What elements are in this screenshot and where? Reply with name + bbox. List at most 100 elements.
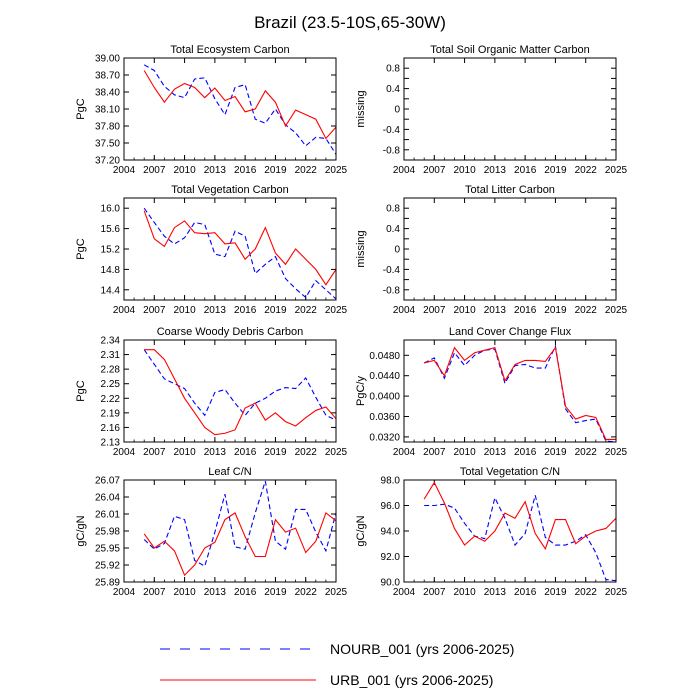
- panel-total-ecosystem-carbon: Total Ecosystem Carbon PgC 2004 2007 2010 201…: [75, 44, 348, 176]
- panel-title: Total Vegetation C/N: [460, 466, 560, 478]
- x-tick-label: 2010: [173, 165, 196, 176]
- plot-frame: [403, 57, 617, 161]
- panel-total-soil-organic-matter-carbon: Total Soil Organic Matter Carbon missing 2…: [355, 44, 628, 176]
- y-tick-label: 96.0: [381, 501, 401, 512]
- y-tick-label: 2.34: [101, 336, 121, 347]
- y-tick-label: 38.70: [95, 71, 120, 82]
- series-line-urb-001: [423, 481, 617, 551]
- panel-title: Coarse Woody Debris Carbon: [157, 326, 304, 338]
- plot-frame: [123, 339, 337, 443]
- x-tick-label: 2004: [393, 587, 416, 598]
- x-tick-label: 2022: [575, 305, 598, 316]
- series-line-urb-001: [144, 349, 337, 436]
- y-axis-label: missing: [355, 90, 367, 127]
- x-tick-label: 2025: [325, 165, 348, 176]
- y-tick-label: 15.2: [101, 245, 121, 256]
- y-tick-label: -0.8: [383, 145, 401, 156]
- x-tick-label: 2013: [204, 305, 227, 316]
- series-line-nourb-001: [143, 480, 337, 567]
- y-tick-label: -0.4: [383, 125, 401, 136]
- plot-frame: [123, 197, 337, 301]
- x-tick-label: 2019: [264, 305, 287, 316]
- x-tick-label: 2022: [295, 447, 318, 458]
- panel-total-litter-carbon: Total Litter Carbon missing 2004 2007 2010 20…: [355, 184, 628, 316]
- y-axis-label: PgC: [75, 380, 87, 401]
- x-tick-label: 2025: [325, 447, 348, 458]
- legend-label-nourb: NOURB_001 (yrs 2006-2025): [330, 641, 514, 657]
- y-tick-label: 37.50: [95, 139, 120, 150]
- x-tick-label: 2016: [514, 447, 537, 458]
- x-tick-label: 2019: [544, 305, 567, 316]
- y-tick-label: 2.25: [101, 379, 121, 390]
- x-tick-label: 2025: [325, 305, 348, 316]
- x-tick-label: 2022: [575, 165, 598, 176]
- y-tick-label: 0.0400: [369, 392, 400, 403]
- x-tick-label: 2025: [605, 165, 628, 176]
- y-tick-label: -0.8: [383, 285, 401, 296]
- y-tick-label: 0.4: [386, 84, 400, 95]
- x-tick-label: 2016: [514, 165, 537, 176]
- y-axis-label: PgC: [75, 238, 87, 259]
- y-tick-label: 2.31: [101, 350, 121, 361]
- series-line-nourb-001: [423, 344, 617, 443]
- panel-land-cover-change-flux: Land Cover Change Flux PgC/y 2004 2007 2010 2…: [355, 326, 628, 458]
- y-tick-label: 26.07: [95, 476, 120, 487]
- x-tick-label: 2004: [393, 447, 416, 458]
- x-tick-label: 2019: [544, 587, 567, 598]
- series-line-urb-001: [143, 70, 337, 140]
- x-tick-label: 2007: [423, 447, 446, 458]
- x-tick-label: 2016: [234, 165, 257, 176]
- y-axis-label: PgC/y: [355, 376, 367, 406]
- y-tick-label: 15.6: [101, 224, 121, 235]
- y-tick-label: 90.0: [381, 578, 401, 589]
- x-tick-label: 2013: [484, 165, 507, 176]
- y-tick-label: 2.22: [101, 394, 121, 405]
- x-tick-label: 2025: [605, 587, 628, 598]
- x-tick-label: 2022: [295, 165, 318, 176]
- x-tick-label: 2016: [234, 447, 257, 458]
- page-title: Brazil (23.5-10S,65-30W): [254, 13, 446, 32]
- x-tick-label: 2022: [575, 587, 598, 598]
- y-tick-label: 0.8: [386, 64, 400, 75]
- plot-frame: [403, 479, 617, 583]
- y-tick-label: 37.20: [95, 156, 120, 167]
- series-line-nourb-001: [143, 349, 337, 421]
- x-tick-label: 2010: [173, 587, 196, 598]
- x-tick-label: 2007: [423, 305, 446, 316]
- y-tick-label: 14.8: [101, 265, 121, 276]
- x-tick-label: 2025: [325, 587, 348, 598]
- x-tick-label: 2016: [234, 305, 257, 316]
- y-axis-label: missing: [355, 230, 367, 267]
- plot-frame: [123, 479, 337, 583]
- y-tick-label: 14.4: [101, 285, 121, 296]
- y-tick-label: 0: [394, 245, 400, 256]
- x-tick-label: 2010: [453, 305, 476, 316]
- x-tick-label: 2010: [453, 165, 476, 176]
- x-tick-label: 2019: [264, 165, 287, 176]
- y-tick-label: 94.0: [381, 527, 401, 538]
- y-tick-label: 0.0480: [369, 351, 400, 362]
- x-tick-label: 2007: [423, 165, 446, 176]
- series-line-nourb-001: [424, 495, 617, 582]
- x-tick-label: 2004: [113, 305, 136, 316]
- y-tick-label: 98.0: [381, 476, 401, 487]
- x-tick-label: 2010: [173, 447, 196, 458]
- panel-total-vegetation-carbon: Total Vegetation Carbon PgC 2004 2007 2010 20…: [75, 184, 348, 316]
- x-tick-label: 2010: [453, 447, 476, 458]
- x-tick-label: 2007: [143, 587, 166, 598]
- y-tick-label: 38.40: [95, 88, 120, 99]
- x-tick-label: 2007: [423, 587, 446, 598]
- panel-title: Land Cover Change Flux: [449, 326, 572, 338]
- legend-label-urb: URB_001 (yrs 2006-2025): [330, 672, 493, 688]
- x-tick-label: 2019: [544, 165, 567, 176]
- plot-frame: [123, 57, 337, 161]
- panel-title: Total Vegetation Carbon: [171, 184, 288, 196]
- y-tick-label: 16.0: [101, 204, 121, 215]
- y-tick-label: 25.95: [95, 544, 120, 555]
- x-tick-label: 2022: [295, 305, 318, 316]
- legend: NOURB_001 (yrs 2006-2025) URB_001 (yrs 2…: [160, 641, 514, 688]
- x-tick-label: 2025: [605, 447, 628, 458]
- y-tick-label: 39.00: [95, 54, 120, 65]
- panels: Total Ecosystem Carbon PgC 2004 2007 2010 201…: [75, 44, 628, 598]
- y-tick-label: 0.8: [386, 204, 400, 215]
